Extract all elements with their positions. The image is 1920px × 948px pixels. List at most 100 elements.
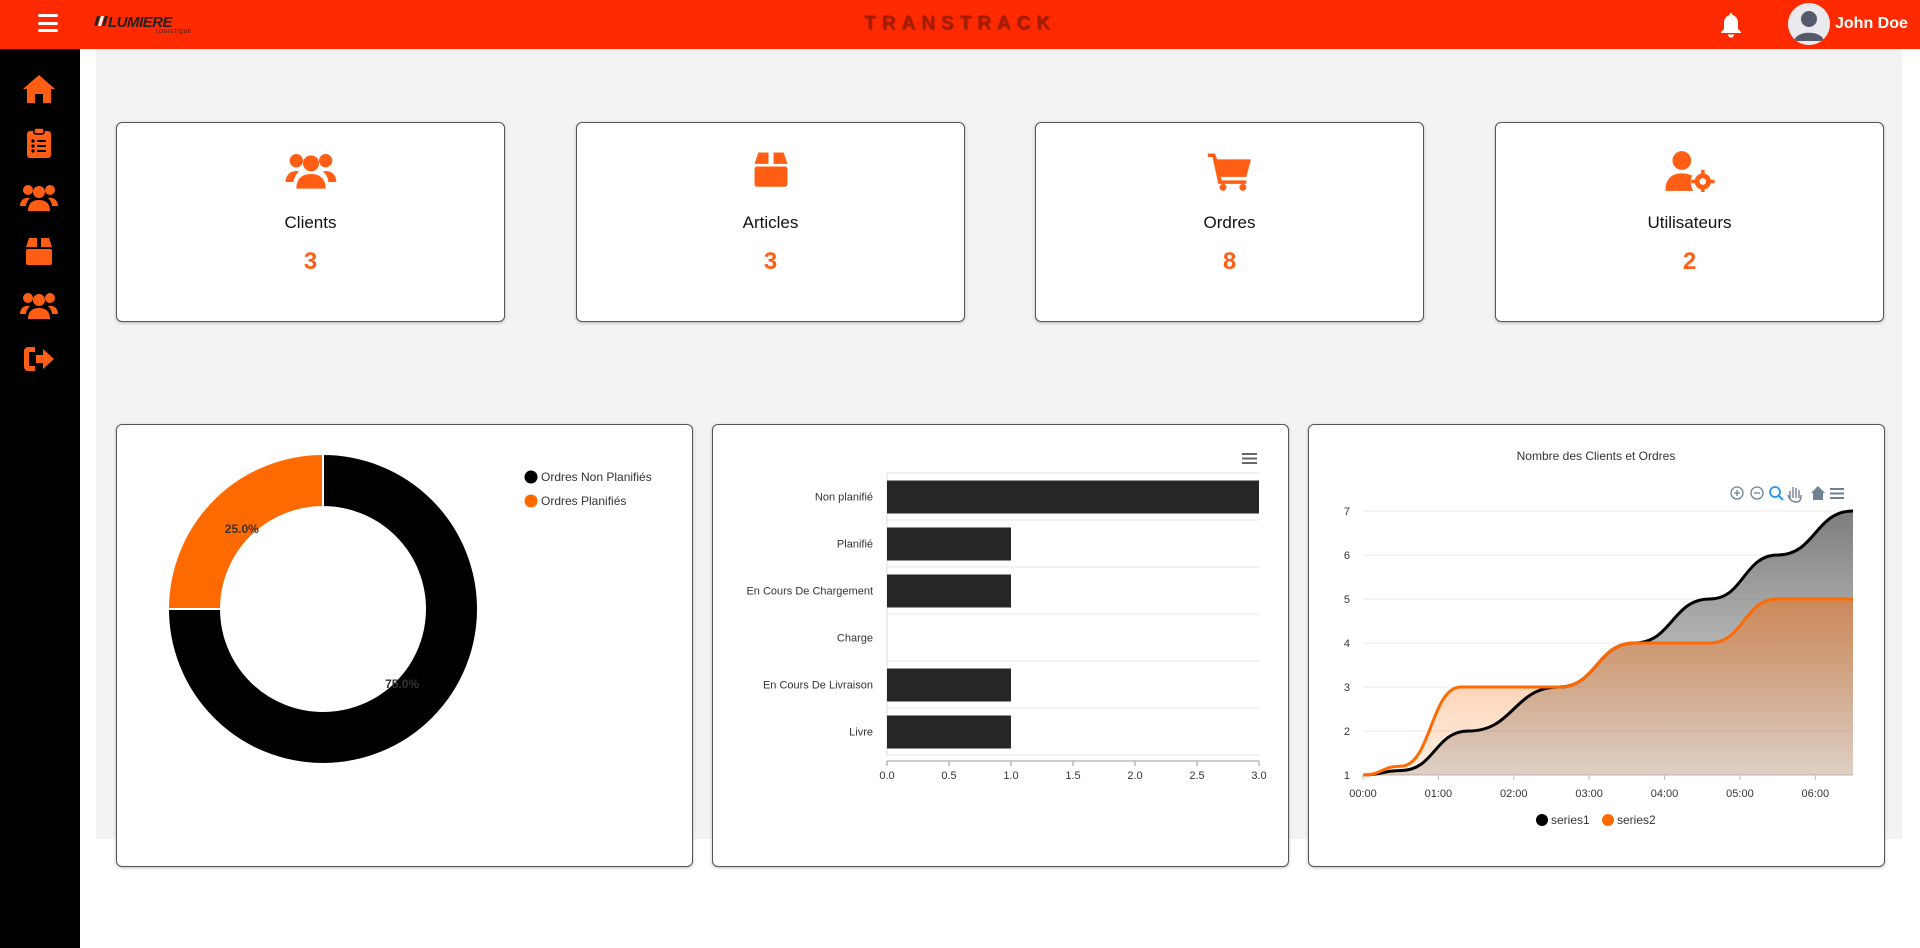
home-icon [23, 75, 55, 103]
stat-label: Utilisateurs [1647, 213, 1732, 232]
category-label: En Cours De Chargement [746, 586, 873, 598]
menu-line [1830, 492, 1844, 495]
sidebar-item-articles[interactable] [20, 232, 58, 270]
chart-menu-icon[interactable] [1830, 488, 1844, 499]
legend-marker[interactable] [1602, 814, 1614, 826]
stat-value: 2 [1682, 248, 1697, 275]
legend-marker[interactable] [524, 470, 538, 484]
x-tick-label: 1.5 [1065, 770, 1080, 782]
bar[interactable] [887, 715, 1011, 749]
y-tick-label: 5 [1344, 594, 1350, 606]
sidebar-item-users[interactable] [20, 286, 58, 324]
dashboard-content: Clients 3 Articles 3 Ordres 8 [96, 49, 1902, 867]
area-chart: Nombre des Clients et Ordres 1 2 3 4 5 6 7 00:00… [1344, 449, 1854, 827]
sidebar-item-orders[interactable] [20, 124, 58, 162]
sidebar-item-clients[interactable] [20, 178, 58, 216]
y-tick-label: 3 [1344, 682, 1350, 694]
logo-subtext: LOGISTIQUE [156, 29, 192, 35]
sidebar [0, 49, 80, 948]
pan-hand-icon[interactable] [1787, 487, 1802, 503]
card-icon-container [1036, 150, 1423, 194]
menu-toggle-icon[interactable] [38, 14, 58, 32]
x-tick-label: 1.0 [1003, 770, 1018, 782]
sidebar-item-home[interactable] [20, 70, 58, 108]
reset-home-icon[interactable] [1811, 486, 1825, 500]
users-icon [285, 154, 336, 189]
box-icon [26, 238, 52, 265]
stat-value: 8 [1222, 248, 1237, 275]
legend-label: series2 [1617, 813, 1656, 827]
chart-menu-icon[interactable] [1242, 453, 1257, 464]
chart-toolbar [1730, 486, 1844, 503]
x-tick-label: 03:00 [1575, 788, 1603, 800]
stat-card-clients[interactable]: Clients 3 [116, 122, 505, 322]
category-label: Planifié [837, 539, 873, 551]
stat-card-ordres[interactable]: Ordres 8 [1035, 122, 1424, 322]
stat-label: Clients [284, 213, 337, 232]
card-icon-container [577, 150, 964, 194]
category-label: Charge [837, 633, 873, 645]
area-chart-panel: Nombre des Clients et Ordres 1 2 3 4 5 6 7 00:00… [1308, 424, 1885, 867]
bar[interactable] [887, 574, 1011, 608]
legend-label: Ordres Planifiés [541, 494, 626, 508]
chart-title: Nombre des Clients et Ordres [1517, 449, 1676, 463]
logo-stripes-icon [94, 16, 108, 26]
clipboard-icon [27, 127, 51, 158]
user-avatar[interactable] [1788, 3, 1830, 45]
icon-part [1750, 486, 1764, 500]
logo-text: LUMIERE [108, 14, 173, 31]
top-bar: LUMIERE LOGISTIQUE TRANSTRACK John Doe [0, 0, 1920, 49]
bar[interactable] [887, 480, 1259, 514]
zoom-select-icon[interactable] [1769, 486, 1784, 501]
category-label: Livre [849, 727, 873, 739]
icon-part [1730, 486, 1744, 500]
category-label: Non planifié [815, 492, 873, 504]
slice-value-label: 75.0% [385, 677, 419, 691]
icon-part [1811, 486, 1825, 500]
stat-card-utilisateurs[interactable]: Utilisateurs 2 [1495, 122, 1884, 322]
company-logo[interactable]: LUMIERE LOGISTIQUE [94, 14, 204, 36]
series-area [1363, 599, 1853, 775]
y-tick-label: 2 [1344, 726, 1350, 738]
zoom-in-icon[interactable] [1730, 486, 1744, 500]
box-icon [754, 152, 787, 187]
x-tick-label: 2.5 [1189, 770, 1204, 782]
donut-chart: 75.0% 25.0% Ordres Non Planifiés Ordres Pla… [166, 452, 652, 765]
users-icon [20, 185, 58, 211]
x-tick-label: 3.0 [1251, 770, 1266, 782]
legend-marker[interactable] [1536, 814, 1548, 826]
x-tick-label: 05:00 [1726, 788, 1754, 800]
legend-marker[interactable] [524, 494, 538, 508]
user-name[interactable]: John Doe [1835, 15, 1908, 32]
icon-part [1769, 486, 1781, 498]
menu-line [1242, 453, 1257, 455]
y-tick-label: 1 [1344, 770, 1350, 782]
zoom-out-icon[interactable] [1750, 486, 1764, 500]
users-group-icon [20, 293, 58, 319]
sidebar-item-logout[interactable] [20, 340, 58, 378]
category-label: En Cours De Livraison [763, 680, 873, 692]
y-tick-label: 6 [1344, 550, 1350, 562]
cart-icon [1207, 153, 1251, 191]
x-tick-label: 04:00 [1651, 788, 1679, 800]
card-icon-container [1496, 150, 1883, 194]
x-tick-label: 00:00 [1349, 788, 1377, 800]
x-tick-label: 02:00 [1500, 788, 1528, 800]
bar-chart-panel: Non planifié Planifié En Cours De Chargeme… [712, 424, 1289, 867]
card-icon-container [117, 150, 504, 194]
stat-card-articles[interactable]: Articles 3 [576, 122, 965, 322]
icon-part [1778, 495, 1784, 501]
notification-bell-icon[interactable] [1719, 12, 1743, 38]
bar[interactable] [887, 668, 1011, 702]
donut-slice[interactable] [166, 452, 479, 765]
donut-chart-panel: 75.0% 25.0% Ordres Non Planifiés Ordres Pla… [116, 424, 693, 867]
bar[interactable] [887, 527, 1011, 561]
series-line[interactable] [1362, 597, 1853, 777]
menu-line [1242, 457, 1257, 460]
x-tick-label: 01:00 [1425, 788, 1453, 800]
stat-value: 3 [303, 248, 318, 275]
x-tick-label: 06:00 [1802, 788, 1830, 800]
logout-icon [24, 347, 54, 371]
y-tick-label: 7 [1344, 506, 1350, 518]
donut-slice[interactable] [166, 452, 324, 610]
